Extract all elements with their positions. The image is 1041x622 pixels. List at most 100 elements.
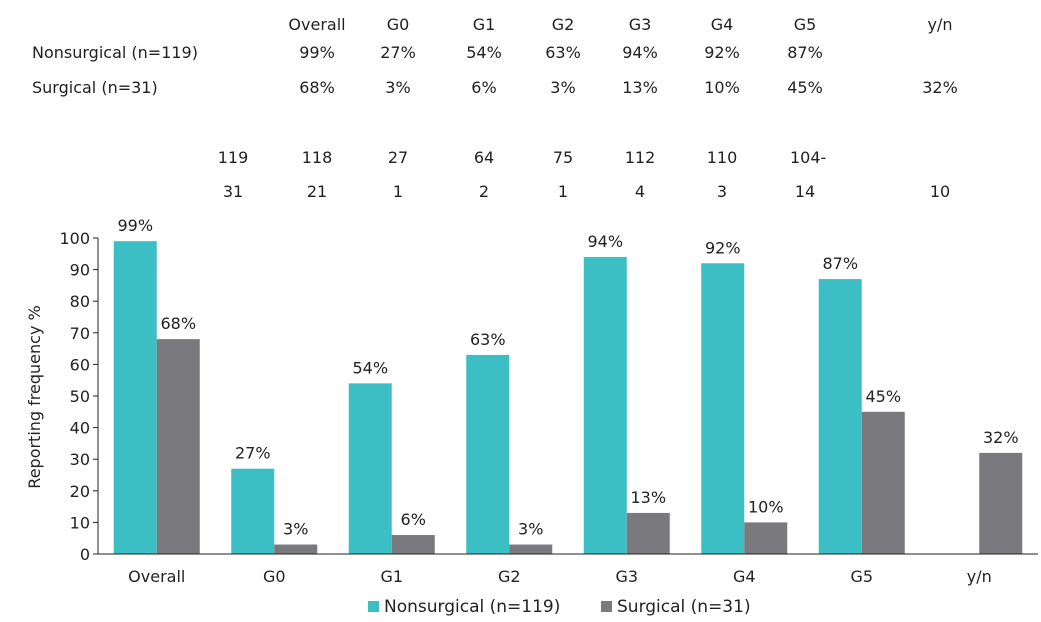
bar-nonsurgical-g5: [818, 279, 862, 554]
bar-surgical-yn: [979, 452, 1023, 554]
count-cell: 2: [479, 182, 489, 201]
data-label: 10%: [748, 497, 784, 516]
count-cell: 75: [553, 148, 573, 167]
x-tick-label: G4: [733, 567, 756, 586]
legend-label: Nonsurgical (n=119): [384, 597, 560, 617]
bar-surgical-g1: [391, 535, 435, 554]
data-label: 94%: [587, 232, 623, 251]
table-cell: 10%: [704, 78, 740, 97]
x-tick-label: y/n: [967, 567, 992, 586]
table-cell: 87%: [787, 43, 823, 62]
bar-surgical-g3: [626, 512, 670, 554]
x-tick-label: G1: [380, 567, 403, 586]
data-label: 54%: [352, 358, 388, 377]
legend-swatch: [368, 601, 379, 612]
y-tick-label: 90: [70, 261, 90, 280]
count-cell: 14: [795, 182, 815, 201]
table-cell: 3%: [550, 78, 575, 97]
table-cell: 94%: [622, 43, 658, 62]
y-tick-label: 0: [80, 545, 90, 564]
count-cell: 104-: [790, 148, 826, 167]
y-tick-label: 40: [70, 419, 90, 438]
data-label: 3%: [283, 520, 308, 539]
bar-surgical-overall: [156, 339, 200, 554]
bar-surgical-g0: [274, 544, 318, 554]
table-cell: 68%: [299, 78, 335, 97]
count-cell: 21: [307, 182, 327, 201]
count-cell: 1: [558, 182, 568, 201]
y-tick-label: 30: [70, 450, 90, 469]
x-tick-label: G0: [263, 567, 286, 586]
bar-surgical-g2: [509, 544, 553, 554]
legend: Nonsurgical (n=119) Surgical (n=31): [368, 597, 751, 617]
count-cell: 119: [218, 148, 249, 167]
bar-nonsurgical-overall: [113, 241, 157, 554]
count-cell: 118: [302, 148, 333, 167]
count-cell: 10: [930, 182, 950, 201]
table-cell: 45%: [787, 78, 823, 97]
y-tick-label: 70: [70, 324, 90, 343]
count-cell: 4: [635, 182, 645, 201]
y-tick-label: 60: [70, 355, 90, 374]
table-header-cell: G3: [629, 15, 652, 34]
bar-nonsurgical-g1: [348, 383, 392, 554]
y-tick-label: 80: [70, 292, 90, 311]
table-cell: 27%: [380, 43, 416, 62]
x-tick-label: G2: [498, 567, 521, 586]
count-cell: 1: [393, 182, 403, 201]
table-row-label: Nonsurgical (n=119): [32, 43, 198, 62]
bar-nonsurgical-g2: [466, 354, 510, 554]
table-cell: 32%: [922, 78, 958, 97]
x-axis: Overall G0 G1 G2 G3 G4 G5 y/n: [98, 553, 1038, 586]
y-axis: 0 10 20 30 40 50 60 70 80 90 100: [59, 229, 99, 564]
y-axis-label: Reporting frequency %: [25, 305, 44, 488]
y-tick-label: 50: [70, 387, 90, 406]
y-tick-label: 10: [70, 513, 90, 532]
data-label: 45%: [865, 387, 901, 406]
data-label: 63%: [470, 330, 506, 349]
table-cell: 92%: [704, 43, 740, 62]
table-header-cell: Overall: [288, 15, 345, 34]
count-cell: 110: [707, 148, 738, 167]
table-row-label: Surgical (n=31): [32, 78, 158, 97]
x-tick-label: G3: [615, 567, 638, 586]
table-cell: 13%: [622, 78, 658, 97]
data-label: 99%: [117, 216, 153, 235]
y-tick-label: 100: [59, 229, 90, 248]
legend-swatch: [601, 601, 612, 612]
data-label: 3%: [518, 520, 543, 539]
table-header-cell: y/n: [928, 15, 953, 34]
table-header-cell: G0: [387, 15, 410, 34]
table-header-cell: G2: [552, 15, 575, 34]
bar-surgical-g4: [744, 522, 788, 554]
data-label: 87%: [822, 254, 858, 273]
data-label: 27%: [235, 444, 271, 463]
count-cell: 64: [474, 148, 494, 167]
table-cell: 3%: [385, 78, 410, 97]
table-cell: 6%: [471, 78, 496, 97]
table-cell: 63%: [545, 43, 581, 62]
top-table: Overall G0 G1 G2 G3 G4 G5 y/n Nonsurgical (n=119…: [32, 15, 958, 97]
y-tick-label: 20: [70, 482, 90, 501]
legend-label: Surgical (n=31): [617, 597, 751, 617]
count-cell: 112: [625, 148, 656, 167]
count-cell: 27: [388, 148, 408, 167]
data-label: 6%: [401, 510, 426, 529]
x-tick-label: G5: [850, 567, 873, 586]
bar-nonsurgical-g4: [701, 263, 745, 554]
data-label: 68%: [160, 314, 196, 333]
x-tick-label: Overall: [128, 567, 185, 586]
table-header-cell: G4: [711, 15, 734, 34]
count-cell: 31: [223, 182, 243, 201]
bar-nonsurgical-g0: [231, 468, 275, 554]
counts-table: 119 118 27 64 75 112 110 104-31 21 1 2 1 4 3 14 10: [218, 148, 950, 201]
table-header-cell: G1: [473, 15, 496, 34]
data-label: 32%: [983, 428, 1019, 447]
plot-area: 99% 27% 54% 63% 94% 92% 87% 68% 3% 6% 3% 13% 10% 45% 3…: [113, 216, 1023, 554]
data-label: 13%: [630, 488, 666, 507]
bar-nonsurgical-g3: [583, 256, 627, 554]
bar-surgical-g5: [861, 411, 905, 554]
table-cell: 54%: [466, 43, 502, 62]
table-cell: 99%: [299, 43, 335, 62]
